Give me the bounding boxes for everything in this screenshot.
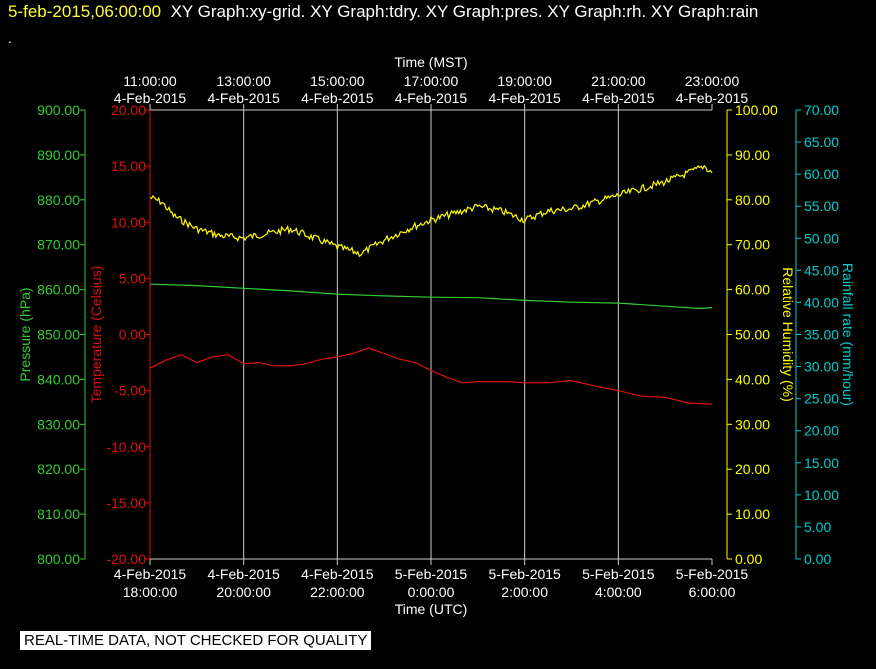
x-top-tick-date: 4-Feb-2015 <box>207 90 280 106</box>
pressure-tick-label: 800.00 <box>37 551 80 567</box>
rain-tick-label: 45.00 <box>804 262 839 278</box>
temperature-axis-title: Temperature (Celsius) <box>88 266 104 404</box>
humidity-tick-label: 90.00 <box>735 147 770 163</box>
rain-tick-label: 60.00 <box>804 166 839 182</box>
x-bottom-tick-time: 6:00:00 <box>689 584 736 600</box>
rain-tick-label: 20.00 <box>804 423 839 439</box>
rain-tick-label: 50.00 <box>804 230 839 246</box>
temperature-tick-label: 5.00 <box>119 270 146 286</box>
x-bottom-tick-date: 4-Feb-2015 <box>207 566 280 582</box>
grid-lines <box>243 110 619 559</box>
humidity-tick-label: 70.00 <box>735 237 770 253</box>
header-graph-list: XY Graph:xy-grid. XY Graph:tdry. XY Grap… <box>170 2 759 21</box>
x-bottom-tick-date: 4-Feb-2015 <box>114 566 187 582</box>
x-bottom-tick-date: 5-Feb-2015 <box>582 566 655 582</box>
temperature-tick-label: 10.00 <box>111 214 146 230</box>
humidity-tick-label: 40.00 <box>735 371 770 387</box>
x-top-tick-time: 21:00:00 <box>591 73 646 89</box>
x-bottom-tick-date: 4-Feb-2015 <box>301 566 374 582</box>
rain-axis-title: Rainfall rate (mm/hour) <box>840 263 856 406</box>
axes: 4-Feb-2015 18:00:00 4-Feb-2015 20:00:00 4-Fe… <box>17 54 856 617</box>
temperature-tick-label: -20.00 <box>106 551 146 567</box>
x-bottom-tick-time: 20:00:00 <box>216 584 271 600</box>
x-top-tick-date: 4-Feb-2015 <box>395 90 468 106</box>
temperature-tick-label: 15.00 <box>111 158 146 174</box>
rain-tick-label: 35.00 <box>804 327 839 343</box>
rain-tick-label: 55.00 <box>804 198 839 214</box>
humidity-tick-label: 80.00 <box>735 192 770 208</box>
pressure-tick-label: 830.00 <box>37 416 80 432</box>
temperature-tick-label: -15.00 <box>106 495 146 511</box>
pressure-tick-label: 810.00 <box>37 506 80 522</box>
x-bottom-axis-title: Time (UTC) <box>395 601 468 617</box>
x-bottom-tick-time: 4:00:00 <box>595 584 642 600</box>
quality-notice: REAL-TIME DATA, NOT CHECKED FOR QUALITY <box>20 631 372 650</box>
rain-tick-label: 30.00 <box>804 359 839 375</box>
x-top-tick-time: 13:00:00 <box>216 73 271 89</box>
humidity-tick-label: 100.00 <box>735 102 778 118</box>
x-top-axis-title: Time (MST) <box>394 54 467 70</box>
pressure-tick-label: 860.00 <box>37 282 80 298</box>
x-bottom-tick-time: 18:00:00 <box>123 584 178 600</box>
pressure-series-line <box>149 283 713 310</box>
series-lines <box>149 164 713 405</box>
humidity-tick-label: 0.00 <box>735 551 762 567</box>
humidity-tick-label: 60.00 <box>735 282 770 298</box>
pressure-tick-label: 840.00 <box>37 371 80 387</box>
pressure-axis-title: Pressure (hPa) <box>17 287 33 381</box>
pressure-tick-label: 820.00 <box>37 461 80 477</box>
rain-tick-label: 40.00 <box>804 294 839 310</box>
rain-tick-label: 5.00 <box>804 519 831 535</box>
humidity-tick-label: 10.00 <box>735 506 770 522</box>
humidity-tick-label: 20.00 <box>735 461 770 477</box>
temperature-tick-label: 0.00 <box>119 327 146 343</box>
x-top-tick-date: 4-Feb-2015 <box>488 90 561 106</box>
pressure-tick-label: 880.00 <box>37 192 80 208</box>
x-bottom-tick-date: 5-Feb-2015 <box>676 566 749 582</box>
x-top-tick-time: 23:00:00 <box>685 73 740 89</box>
pressure-tick-label: 890.00 <box>37 147 80 163</box>
humidity-tick-label: 30.00 <box>735 416 770 432</box>
temperature-tick-label: -10.00 <box>106 439 146 455</box>
rain-tick-label: 10.00 <box>804 487 839 503</box>
x-bottom-tick-time: 0:00:00 <box>408 584 455 600</box>
rain-tick-label: 15.00 <box>804 455 839 471</box>
humidity-tick-label: 50.00 <box>735 327 770 343</box>
x-top-tick-date: 4-Feb-2015 <box>301 90 374 106</box>
x-top-tick-time: 19:00:00 <box>497 73 552 89</box>
x-top-tick-time: 17:00:00 <box>404 73 459 89</box>
temperature-tick-label: 20.00 <box>111 102 146 118</box>
header-timestamp: 5-feb-2015,06:00:00 <box>8 2 162 21</box>
temperature-tick-label: -5.00 <box>114 383 146 399</box>
x-top-tick-date: 4-Feb-2015 <box>582 90 655 106</box>
x-top-tick-time: 15:00:00 <box>310 73 365 89</box>
x-bottom-tick-date: 5-Feb-2015 <box>488 566 561 582</box>
rain-tick-label: 0.00 <box>804 551 831 567</box>
x-top-tick-date: 4-Feb-2015 <box>114 90 187 106</box>
humidity-axis-title: Relative Humidity (%) <box>780 267 796 402</box>
x-top-tick-date: 4-Feb-2015 <box>676 90 749 106</box>
x-top-tick-time: 11:00:00 <box>123 73 177 89</box>
graph-header: 5-feb-2015,06:00:00 XY Graph:xy-grid. XY… <box>8 2 759 46</box>
humidity-series-line <box>149 164 713 258</box>
x-bottom-tick-time: 2:00:00 <box>501 584 548 600</box>
pressure-tick-label: 900.00 <box>37 102 80 118</box>
x-bottom-tick-date: 5-Feb-2015 <box>395 566 468 582</box>
pressure-tick-label: 870.00 <box>37 237 80 253</box>
x-bottom-tick-time: 22:00:00 <box>310 584 365 600</box>
header-trailing-mark: . <box>8 30 12 46</box>
pressure-tick-label: 850.00 <box>37 327 80 343</box>
rain-tick-label: 65.00 <box>804 134 839 150</box>
rain-tick-label: 25.00 <box>804 391 839 407</box>
rain-tick-label: 70.00 <box>804 102 839 118</box>
temperature-series-line <box>149 347 713 405</box>
